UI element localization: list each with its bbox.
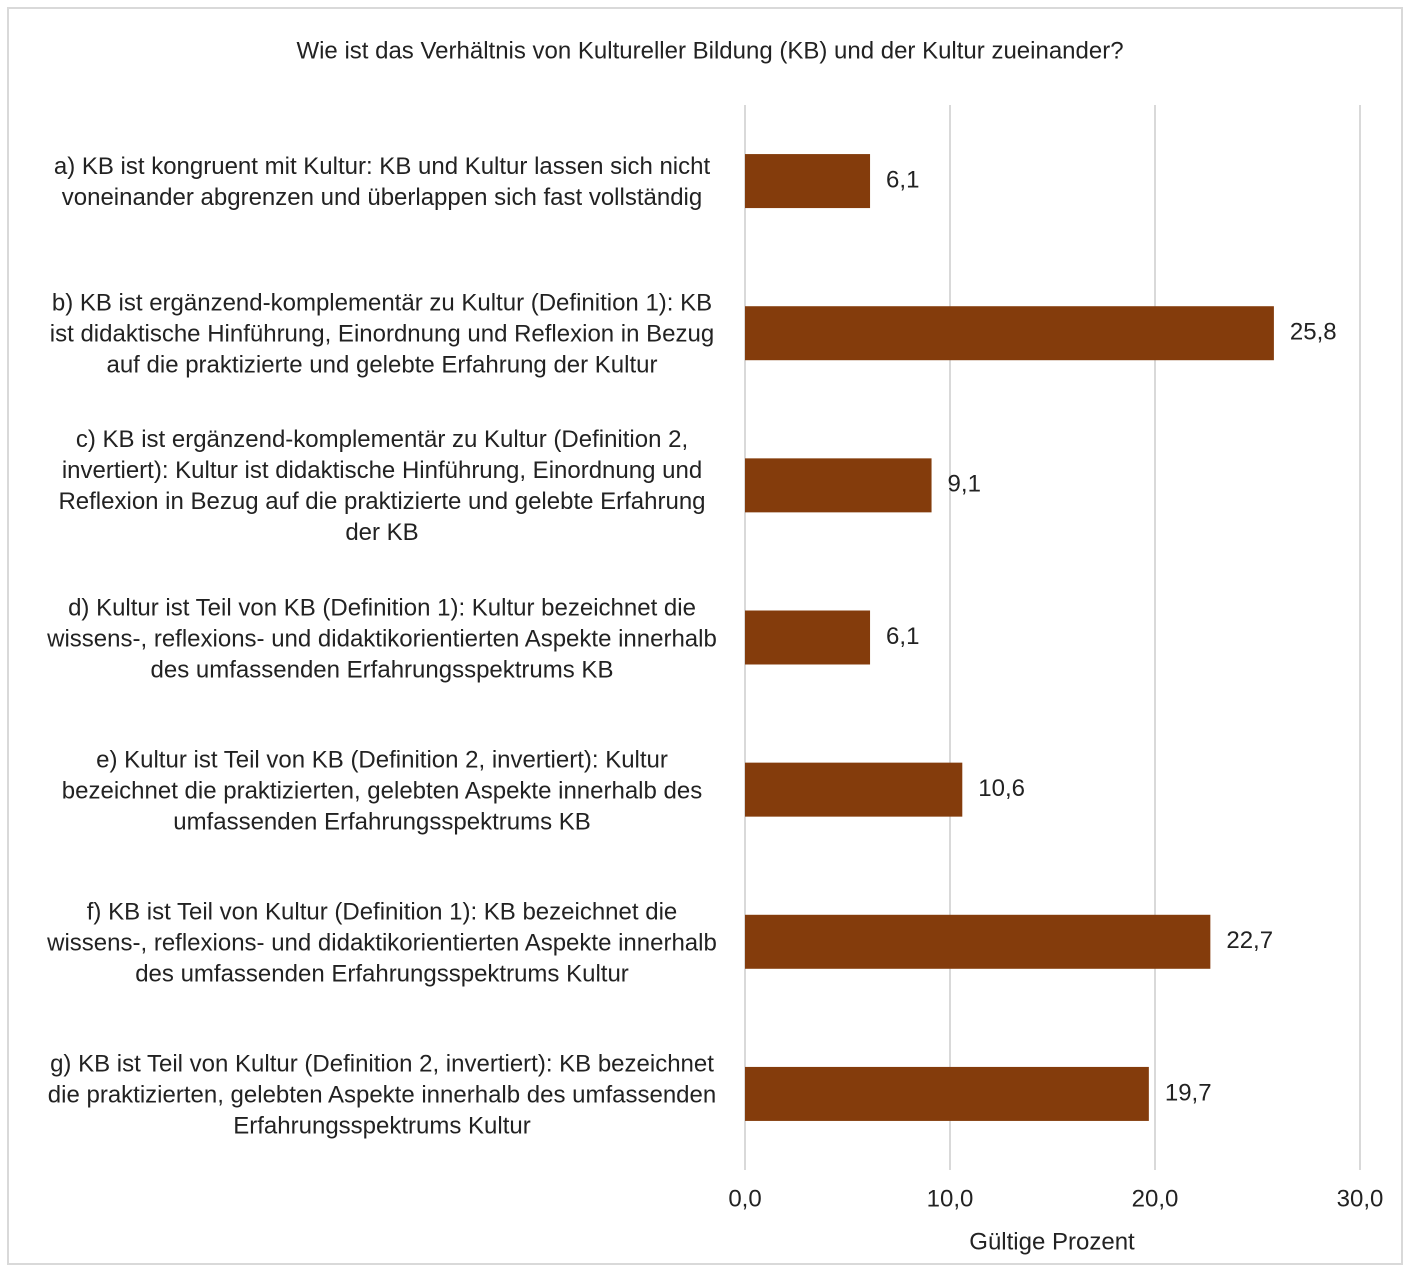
x-tick-label: 0,0	[728, 1185, 761, 1212]
bar	[745, 306, 1274, 361]
y-tick-label: d) Kultur ist Teil von KB (Definition 1)…	[47, 594, 717, 683]
value-label: 10,6	[978, 775, 1025, 802]
bar	[745, 1066, 1149, 1121]
value-label: 9,1	[948, 471, 981, 498]
y-tick-label: f) KB ist Teil von Kultur (Definition 1)…	[47, 898, 717, 988]
bar	[745, 914, 1211, 969]
bar	[745, 154, 871, 209]
x-tick-label: 10,0	[927, 1185, 974, 1212]
y-tick-label: c) KB ist ergänzend-komplementär zu Kult…	[58, 426, 706, 547]
value-label: 22,7	[1226, 927, 1273, 954]
bar	[745, 610, 871, 665]
chart-frame	[7, 7, 1403, 1265]
x-tick-label: 30,0	[1337, 1185, 1384, 1212]
y-tick-label: g) KB ist Teil von Kultur (Definition 2,…	[47, 1050, 717, 1140]
y-tick-label: b) KB ist ergänzend-komplementär zu Kult…	[49, 289, 715, 379]
value-label: 6,1	[886, 623, 919, 650]
x-axis-label: Gültige Prozent	[969, 1228, 1135, 1255]
bar	[745, 458, 932, 513]
value-label: 19,7	[1165, 1079, 1212, 1106]
chart-title: Wie ist das Verhältnis von Kultureller B…	[296, 37, 1123, 64]
bar	[745, 762, 963, 817]
y-tick-label: a) KB ist kongruent mit Kultur: KB und K…	[53, 153, 711, 212]
y-tick-label: e) Kultur ist Teil von KB (Definition 2,…	[61, 746, 703, 836]
x-tick-label: 20,0	[1132, 1185, 1179, 1212]
value-label: 6,1	[886, 166, 919, 193]
value-label: 25,8	[1290, 319, 1337, 346]
